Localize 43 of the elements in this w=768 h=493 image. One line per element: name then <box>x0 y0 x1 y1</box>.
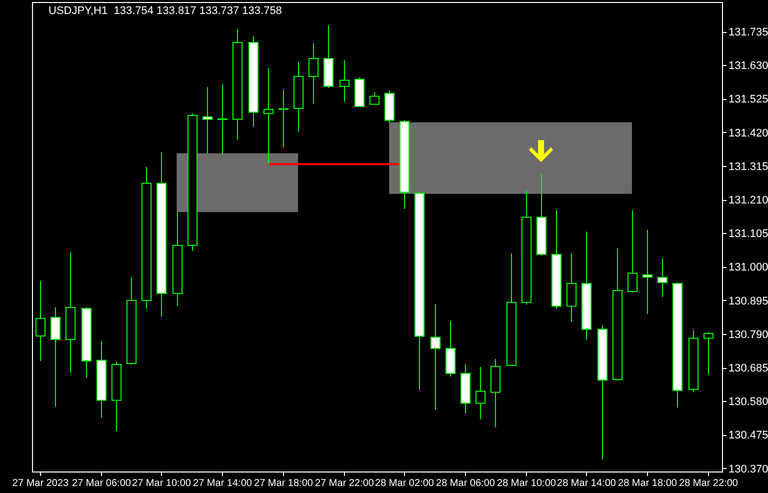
candlestick <box>566 252 577 322</box>
candlestick <box>50 306 61 408</box>
y-tick-label: 131.315 <box>728 160 768 173</box>
candlestick <box>430 303 441 410</box>
y-tick-label: 131.105 <box>728 228 768 240</box>
candlestick <box>642 229 653 314</box>
y-tick-label: 131.000 <box>728 262 768 274</box>
y-tick-label: 130.895 <box>728 295 768 308</box>
chart-title: USDJPY,H1 133.754 133.817 133.737 133.758 <box>48 5 282 17</box>
candlestick <box>627 210 638 293</box>
y-tick-label: 131.210 <box>728 194 768 206</box>
y-tick-label: 130.475 <box>728 430 768 442</box>
x-tick-label: 27 Mar 2023 <box>12 478 70 489</box>
candlestick <box>263 68 274 165</box>
y-tick-label: 130.580 <box>728 396 768 408</box>
y-tick-label: 130.790 <box>728 328 768 341</box>
x-tick-label: 28 Mar 14:00 <box>557 478 616 489</box>
candlestick <box>339 60 350 102</box>
x-tick-label: 28 Mar 06:00 <box>436 478 496 489</box>
candlestick <box>369 92 380 105</box>
candlestick <box>35 280 46 362</box>
candlestick <box>657 258 668 298</box>
x-tick-label: 28 Mar 18:00 <box>618 478 678 489</box>
y-tick-label: 130.370 <box>728 463 768 476</box>
y-tick-label: 131.420 <box>728 127 768 140</box>
candlestick <box>703 332 714 376</box>
candlestick <box>308 42 319 104</box>
y-tick-label: 131.630 <box>728 60 768 72</box>
candlestick <box>217 84 228 156</box>
x-tick-label: 27 Mar 14:00 <box>193 478 252 489</box>
x-tick-label: 27 Mar 06:00 <box>72 478 132 489</box>
x-tick-label: 27 Mar 18:00 <box>254 478 314 489</box>
candlestick <box>202 86 213 154</box>
x-tick-label: 28 Mar 02:00 <box>375 478 434 489</box>
candlestick <box>278 89 289 148</box>
x-tick-label: 27 Mar 22:00 <box>315 478 374 489</box>
x-tick-label: 28 Mar 10:00 <box>497 478 556 489</box>
x-tick-label: 27 Mar 10:00 <box>132 478 192 489</box>
y-tick-label: 131.525 <box>728 94 768 106</box>
candlestick <box>475 366 486 420</box>
y-tick-label: 130.685 <box>728 362 768 375</box>
x-tick-label: 28 Mar 22:00 <box>679 478 738 489</box>
y-tick-label: 131.735 <box>728 26 768 38</box>
